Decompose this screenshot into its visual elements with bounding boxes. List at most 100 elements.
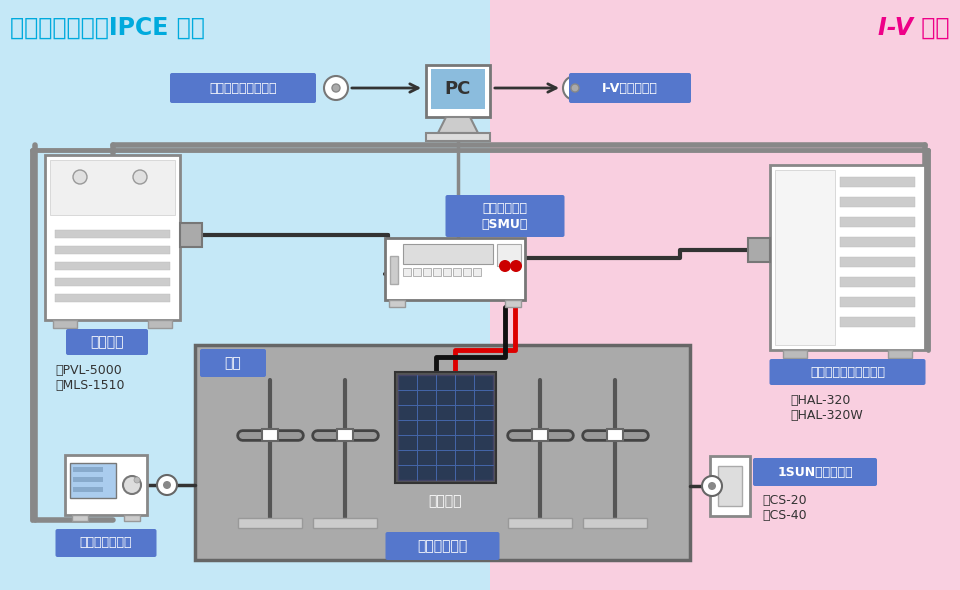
Bar	[607, 429, 623, 441]
Text: 光パワーメータ: 光パワーメータ	[80, 536, 132, 549]
Circle shape	[133, 170, 147, 184]
FancyBboxPatch shape	[770, 359, 925, 385]
Circle shape	[163, 481, 171, 489]
Bar	[443, 268, 451, 276]
Bar	[840, 257, 915, 267]
FancyBboxPatch shape	[569, 73, 691, 103]
FancyBboxPatch shape	[445, 195, 564, 237]
FancyBboxPatch shape	[170, 73, 316, 103]
Bar	[433, 268, 441, 276]
Text: 太陽電池: 太陽電池	[429, 494, 463, 508]
Bar	[497, 244, 521, 266]
Circle shape	[708, 482, 716, 490]
Circle shape	[702, 476, 722, 496]
Bar	[770, 165, 925, 350]
Bar	[55, 230, 170, 238]
Text: ソースメータ
（SMU）: ソースメータ （SMU）	[482, 202, 528, 231]
Bar	[840, 277, 915, 287]
Bar	[748, 238, 770, 262]
Text: 単色光源: 単色光源	[90, 335, 124, 349]
Bar	[431, 69, 485, 109]
FancyBboxPatch shape	[386, 532, 499, 560]
Circle shape	[563, 76, 587, 100]
Polygon shape	[438, 117, 478, 133]
Bar	[403, 244, 493, 264]
Bar	[783, 350, 807, 358]
Bar	[840, 297, 915, 307]
Bar	[65, 455, 147, 515]
Text: I-V 測定: I-V 測定	[878, 16, 950, 40]
Bar	[390, 256, 398, 284]
Bar	[583, 518, 647, 528]
Bar	[55, 246, 170, 254]
Bar	[195, 345, 690, 560]
Text: ソーラーシミュレータ: ソーラーシミュレータ	[810, 365, 885, 379]
Bar	[238, 518, 302, 528]
FancyBboxPatch shape	[200, 349, 266, 377]
Text: ・CS-20
・CS-40: ・CS-20 ・CS-40	[762, 494, 806, 522]
Bar	[426, 133, 490, 141]
Bar	[389, 300, 405, 307]
Circle shape	[324, 76, 348, 100]
Bar	[337, 429, 353, 441]
Bar	[70, 463, 116, 498]
Bar	[413, 268, 421, 276]
Bar	[262, 429, 278, 441]
Bar	[840, 217, 915, 227]
Bar	[775, 170, 835, 345]
Bar	[73, 477, 103, 482]
Bar	[840, 177, 915, 187]
Bar	[180, 223, 202, 247]
Bar	[888, 350, 912, 358]
Text: 固定スタンド: 固定スタンド	[418, 539, 468, 553]
Bar	[55, 262, 170, 270]
Bar	[73, 487, 103, 492]
Bar	[710, 456, 750, 516]
FancyBboxPatch shape	[66, 329, 148, 355]
Bar	[423, 268, 431, 276]
Bar	[313, 518, 377, 528]
Bar	[532, 429, 548, 441]
Text: ・HAL-320
・HAL-320W: ・HAL-320 ・HAL-320W	[790, 394, 863, 422]
Bar	[55, 294, 170, 302]
Bar	[72, 515, 88, 521]
Bar	[508, 518, 572, 528]
FancyBboxPatch shape	[56, 529, 156, 557]
Circle shape	[571, 84, 579, 92]
Circle shape	[73, 170, 87, 184]
Bar	[395, 372, 496, 483]
Bar	[840, 237, 915, 247]
Bar	[53, 320, 77, 328]
Bar	[124, 515, 140, 521]
Bar	[0, 0, 490, 590]
Text: 1SUNチェッカー: 1SUNチェッカー	[778, 466, 852, 478]
Circle shape	[123, 476, 141, 494]
Bar	[463, 268, 471, 276]
Bar	[398, 375, 493, 480]
Bar	[50, 160, 175, 215]
Bar	[490, 0, 960, 590]
Bar	[453, 268, 461, 276]
Bar	[385, 238, 525, 300]
Circle shape	[332, 84, 340, 92]
Text: I-V測定ソフト: I-V測定ソフト	[602, 81, 658, 94]
Text: PC: PC	[444, 80, 471, 98]
Text: 分光感度測定ソフト: 分光感度測定ソフト	[209, 81, 276, 94]
Bar	[840, 197, 915, 207]
Bar	[505, 300, 521, 307]
Bar	[148, 320, 172, 328]
Bar	[403, 268, 411, 276]
Bar	[840, 317, 915, 327]
FancyBboxPatch shape	[753, 458, 877, 486]
Text: 暗室: 暗室	[225, 356, 241, 370]
Bar	[55, 278, 170, 286]
Text: ・PVL-5000
・MLS-1510: ・PVL-5000 ・MLS-1510	[55, 364, 125, 392]
Circle shape	[157, 475, 177, 495]
Bar	[473, 268, 481, 276]
Bar	[426, 65, 490, 117]
Bar	[718, 466, 742, 506]
Circle shape	[134, 477, 140, 483]
Bar	[45, 155, 180, 320]
Circle shape	[510, 260, 522, 272]
Bar	[73, 467, 103, 472]
